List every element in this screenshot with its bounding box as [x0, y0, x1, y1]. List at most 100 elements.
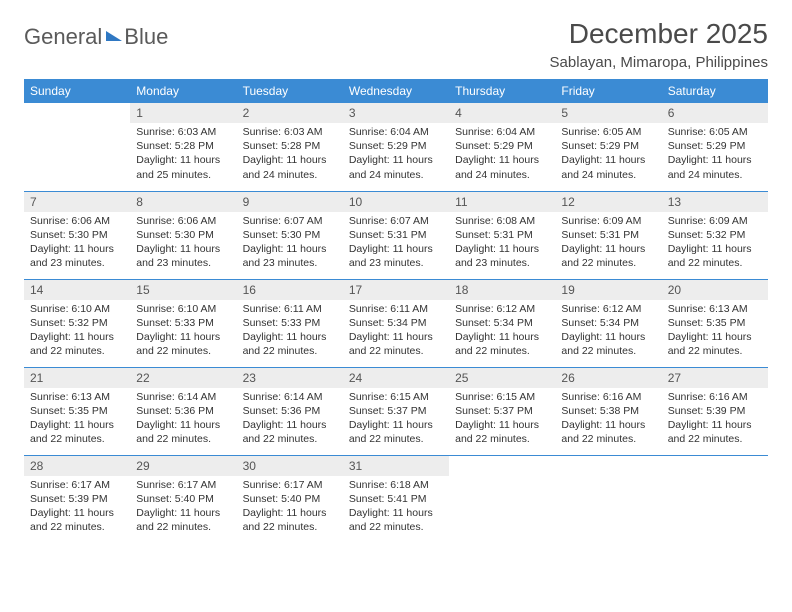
day-number: 30 — [237, 456, 343, 476]
sunrise-text: Sunrise: 6:17 AM — [136, 478, 230, 492]
day-details: Sunrise: 6:15 AMSunset: 5:37 PMDaylight:… — [343, 388, 449, 451]
sunrise-text: Sunrise: 6:11 AM — [243, 302, 337, 316]
day-number: 15 — [130, 280, 236, 300]
day-details: Sunrise: 6:17 AMSunset: 5:40 PMDaylight:… — [130, 476, 236, 539]
calendar-cell: 25Sunrise: 6:15 AMSunset: 5:37 PMDayligh… — [449, 367, 555, 455]
day-details: Sunrise: 6:05 AMSunset: 5:29 PMDaylight:… — [555, 123, 661, 186]
day-details: Sunrise: 6:12 AMSunset: 5:34 PMDaylight:… — [449, 300, 555, 363]
day-details: Sunrise: 6:16 AMSunset: 5:39 PMDaylight:… — [662, 388, 768, 451]
sunset-text: Sunset: 5:40 PM — [136, 492, 230, 506]
calendar-cell: 31Sunrise: 6:18 AMSunset: 5:41 PMDayligh… — [343, 455, 449, 543]
day-number: 2 — [237, 103, 343, 123]
sunrise-text: Sunrise: 6:15 AM — [455, 390, 549, 404]
day-number: 27 — [662, 368, 768, 388]
day-number: 4 — [449, 103, 555, 123]
calendar-cell: 11Sunrise: 6:08 AMSunset: 5:31 PMDayligh… — [449, 191, 555, 279]
daylight-text: Daylight: 11 hours and 22 minutes. — [668, 330, 762, 358]
weekday-header: Tuesday — [237, 79, 343, 103]
logo-triangle-icon — [106, 31, 122, 41]
calendar-cell: .. — [24, 103, 130, 191]
daylight-text: Daylight: 11 hours and 23 minutes. — [243, 242, 337, 270]
sunrise-text: Sunrise: 6:18 AM — [349, 478, 443, 492]
calendar-cell: 28Sunrise: 6:17 AMSunset: 5:39 PMDayligh… — [24, 455, 130, 543]
sunrise-text: Sunrise: 6:09 AM — [561, 214, 655, 228]
calendar-cell: .. — [555, 455, 661, 543]
day-number: 28 — [24, 456, 130, 476]
logo: General Blue — [24, 18, 168, 50]
sunset-text: Sunset: 5:28 PM — [243, 139, 337, 153]
calendar-cell: 20Sunrise: 6:13 AMSunset: 5:35 PMDayligh… — [662, 279, 768, 367]
sunset-text: Sunset: 5:35 PM — [668, 316, 762, 330]
day-number: 13 — [662, 192, 768, 212]
sunset-text: Sunset: 5:34 PM — [561, 316, 655, 330]
day-details: Sunrise: 6:09 AMSunset: 5:31 PMDaylight:… — [555, 212, 661, 275]
calendar-cell: 29Sunrise: 6:17 AMSunset: 5:40 PMDayligh… — [130, 455, 236, 543]
daylight-text: Daylight: 11 hours and 25 minutes. — [136, 153, 230, 181]
calendar-cell: 10Sunrise: 6:07 AMSunset: 5:31 PMDayligh… — [343, 191, 449, 279]
sunrise-text: Sunrise: 6:15 AM — [349, 390, 443, 404]
day-number: 3 — [343, 103, 449, 123]
calendar-week-row: 21Sunrise: 6:13 AMSunset: 5:35 PMDayligh… — [24, 367, 768, 455]
sunrise-text: Sunrise: 6:05 AM — [561, 125, 655, 139]
day-details: Sunrise: 6:16 AMSunset: 5:38 PMDaylight:… — [555, 388, 661, 451]
calendar-cell: 5Sunrise: 6:05 AMSunset: 5:29 PMDaylight… — [555, 103, 661, 191]
day-number: 14 — [24, 280, 130, 300]
day-details: Sunrise: 6:05 AMSunset: 5:29 PMDaylight:… — [662, 123, 768, 186]
day-number: 7 — [24, 192, 130, 212]
calendar-cell: 13Sunrise: 6:09 AMSunset: 5:32 PMDayligh… — [662, 191, 768, 279]
sunrise-text: Sunrise: 6:11 AM — [349, 302, 443, 316]
calendar-cell: 30Sunrise: 6:17 AMSunset: 5:40 PMDayligh… — [237, 455, 343, 543]
day-details: Sunrise: 6:08 AMSunset: 5:31 PMDaylight:… — [449, 212, 555, 275]
sunset-text: Sunset: 5:32 PM — [668, 228, 762, 242]
day-number: 22 — [130, 368, 236, 388]
sunrise-text: Sunrise: 6:14 AM — [243, 390, 337, 404]
sunset-text: Sunset: 5:39 PM — [30, 492, 124, 506]
sunrise-text: Sunrise: 6:04 AM — [349, 125, 443, 139]
sunrise-text: Sunrise: 6:12 AM — [561, 302, 655, 316]
day-number: 26 — [555, 368, 661, 388]
weekday-header: Saturday — [662, 79, 768, 103]
day-details: Sunrise: 6:18 AMSunset: 5:41 PMDaylight:… — [343, 476, 449, 539]
day-details: Sunrise: 6:17 AMSunset: 5:40 PMDaylight:… — [237, 476, 343, 539]
sunset-text: Sunset: 5:39 PM — [668, 404, 762, 418]
day-details: Sunrise: 6:14 AMSunset: 5:36 PMDaylight:… — [130, 388, 236, 451]
location-text: Sablayan, Mimaropa, Philippines — [550, 54, 768, 71]
sunset-text: Sunset: 5:29 PM — [349, 139, 443, 153]
weekday-header-row: Sunday Monday Tuesday Wednesday Thursday… — [24, 79, 768, 103]
day-details: Sunrise: 6:15 AMSunset: 5:37 PMDaylight:… — [449, 388, 555, 451]
daylight-text: Daylight: 11 hours and 22 minutes. — [243, 418, 337, 446]
day-number: 25 — [449, 368, 555, 388]
calendar-cell: 9Sunrise: 6:07 AMSunset: 5:30 PMDaylight… — [237, 191, 343, 279]
title-block: December 2025 Sablayan, Mimaropa, Philip… — [550, 18, 768, 71]
calendar-cell: 14Sunrise: 6:10 AMSunset: 5:32 PMDayligh… — [24, 279, 130, 367]
day-details: Sunrise: 6:09 AMSunset: 5:32 PMDaylight:… — [662, 212, 768, 275]
day-details: Sunrise: 6:10 AMSunset: 5:33 PMDaylight:… — [130, 300, 236, 363]
sunrise-text: Sunrise: 6:17 AM — [243, 478, 337, 492]
sunset-text: Sunset: 5:31 PM — [349, 228, 443, 242]
sunrise-text: Sunrise: 6:03 AM — [136, 125, 230, 139]
calendar-cell: 15Sunrise: 6:10 AMSunset: 5:33 PMDayligh… — [130, 279, 236, 367]
sunset-text: Sunset: 5:36 PM — [136, 404, 230, 418]
day-number: 1 — [130, 103, 236, 123]
sunset-text: Sunset: 5:31 PM — [455, 228, 549, 242]
sunset-text: Sunset: 5:32 PM — [30, 316, 124, 330]
calendar-cell: 24Sunrise: 6:15 AMSunset: 5:37 PMDayligh… — [343, 367, 449, 455]
daylight-text: Daylight: 11 hours and 22 minutes. — [668, 242, 762, 270]
daylight-text: Daylight: 11 hours and 23 minutes. — [455, 242, 549, 270]
daylight-text: Daylight: 11 hours and 23 minutes. — [30, 242, 124, 270]
day-number: 11 — [449, 192, 555, 212]
day-details: Sunrise: 6:06 AMSunset: 5:30 PMDaylight:… — [24, 212, 130, 275]
header: General Blue December 2025 Sablayan, Mim… — [24, 18, 768, 71]
calendar-cell: 1Sunrise: 6:03 AMSunset: 5:28 PMDaylight… — [130, 103, 236, 191]
sunrise-text: Sunrise: 6:06 AM — [136, 214, 230, 228]
weekday-header: Monday — [130, 79, 236, 103]
daylight-text: Daylight: 11 hours and 23 minutes. — [349, 242, 443, 270]
daylight-text: Daylight: 11 hours and 24 minutes. — [561, 153, 655, 181]
day-details: Sunrise: 6:13 AMSunset: 5:35 PMDaylight:… — [24, 388, 130, 451]
logo-word2: Blue — [124, 24, 168, 50]
sunrise-text: Sunrise: 6:07 AM — [243, 214, 337, 228]
daylight-text: Daylight: 11 hours and 24 minutes. — [455, 153, 549, 181]
calendar-cell: 6Sunrise: 6:05 AMSunset: 5:29 PMDaylight… — [662, 103, 768, 191]
day-details: Sunrise: 6:17 AMSunset: 5:39 PMDaylight:… — [24, 476, 130, 539]
day-number: 10 — [343, 192, 449, 212]
